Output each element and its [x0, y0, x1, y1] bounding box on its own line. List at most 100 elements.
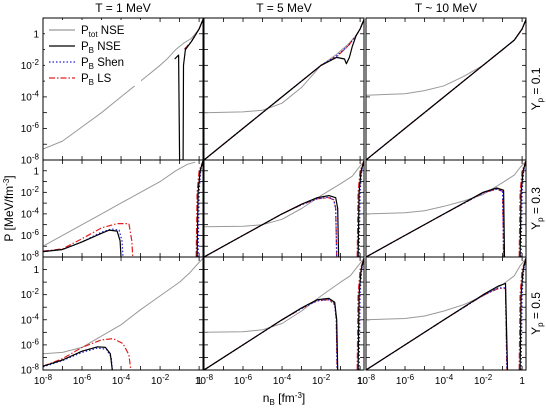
- panel-r0-c1: [203, 17, 365, 161]
- series-line-nse: [519, 160, 526, 257]
- series-line-ls: [204, 19, 364, 160]
- series-line-ptot: [204, 19, 364, 114]
- panel-frame: [203, 256, 365, 371]
- column-title: T = 5 MeV: [256, 1, 311, 15]
- series-line-nse: [43, 229, 122, 257]
- row-title: Yp = 0.1: [529, 67, 545, 110]
- xtick-label: 1: [196, 376, 202, 387]
- series-line-ptot: [366, 160, 526, 215]
- ytick-label: 10-8: [21, 153, 40, 167]
- xtick-label: 10-2: [151, 373, 170, 387]
- series-line-nse: [174, 19, 203, 160]
- legend-label-nse: PB NSE: [81, 41, 121, 55]
- panel-r2-c2: 10-8 10-6 10-4 10-2 1: [357, 256, 527, 387]
- ytick-label: 10-8: [21, 250, 40, 264]
- panel-frame: [365, 256, 527, 371]
- series-line-ptot: [43, 161, 196, 247]
- series-line-ls: [43, 338, 132, 370]
- xtick-label: 10-6: [73, 373, 92, 387]
- series-line-ptot: [204, 257, 364, 333]
- panel-frame: [203, 159, 365, 258]
- panel-frame: [365, 17, 527, 161]
- ytick-label: 1: [33, 265, 39, 276]
- series-line-shen: [43, 228, 124, 257]
- series-line-ls: [204, 299, 338, 370]
- ytick-label: 1: [33, 29, 39, 40]
- ytick-label: 1: [33, 166, 39, 177]
- series-line-ptot: [43, 257, 203, 355]
- series-line-nse: [366, 282, 509, 370]
- ytick-label: 10-2: [21, 58, 40, 72]
- xtick-label: 10-8: [195, 373, 214, 387]
- ytick-label: 10-4: [21, 312, 40, 326]
- xtick-label: 10-4: [273, 373, 292, 387]
- xtick-label: 1: [357, 376, 363, 387]
- series-line-ls: [356, 160, 364, 257]
- series-line-shen: [204, 19, 364, 160]
- series-line-ls: [366, 19, 526, 160]
- row-title: Yp = 0.5: [529, 292, 545, 335]
- series-line-ls: [366, 188, 505, 257]
- legend-label-shen: PB Shen: [81, 57, 124, 71]
- series-line-ptot: [204, 160, 364, 228]
- series-line-nse: [196, 160, 203, 257]
- legend-label-ls: PB LS: [81, 73, 112, 87]
- column-title: T ~ 10 MeV: [415, 1, 477, 15]
- series-line-nse: [204, 19, 364, 160]
- ytick-label: 10-8: [21, 363, 40, 377]
- series-line-shen: [366, 19, 526, 160]
- ytick-label: 10-6: [21, 121, 40, 135]
- series-line-shen: [184, 19, 203, 50]
- panel-r2-c1: 10-8 10-6 10-4 10-2 1: [195, 256, 365, 387]
- series-line-shen: [366, 188, 505, 257]
- ytick-label: 10-6: [21, 337, 40, 351]
- panel-r2-c0: 10-8 10-6 10-4 10-2 1 10-8 10-6 10-4 10-2 1: [21, 256, 204, 387]
- series-line-nse: [366, 187, 506, 257]
- series-line-shen: [366, 287, 508, 370]
- xtick-label: 10-8: [34, 373, 53, 387]
- series-line-ls: [366, 287, 508, 370]
- panel-r0-c2: [365, 17, 527, 161]
- xtick-label: 10-6: [396, 373, 415, 387]
- xtick-label: 1: [519, 376, 525, 387]
- series-line-nse: [204, 297, 339, 370]
- panel-frame: [42, 159, 204, 258]
- panel-frame: [203, 17, 365, 161]
- row-title: Yp = 0.3: [529, 187, 545, 230]
- series-line-nse: [519, 258, 526, 370]
- panel-r1-c2: [365, 159, 527, 258]
- ytick-label: 10-2: [21, 185, 40, 199]
- series-line-ptot: [366, 19, 526, 96]
- series-line-ptot: [366, 257, 526, 321]
- series-line-ls: [518, 160, 526, 257]
- xtick-label: 10-2: [474, 373, 493, 387]
- panel-frame: [42, 256, 204, 371]
- xtick-label: 10-8: [357, 373, 376, 387]
- panel-r1-c1: [203, 159, 365, 258]
- series-line-nse: [366, 19, 526, 160]
- series-line-ls: [195, 160, 203, 257]
- ytick-label: 10-4: [21, 206, 40, 220]
- panel-r1-c0: 10-8 10-6 10-4 10-2 1: [21, 159, 204, 264]
- series-line-ls: [43, 223, 134, 257]
- ytick-label: 10-6: [21, 228, 40, 242]
- x-axis-title: nB [fm-3]: [263, 391, 306, 407]
- ytick-label: 10-2: [21, 287, 40, 301]
- legend: Ptot NSE PB NSE PB Shen PB LS: [45, 20, 141, 87]
- series-line-nse: [357, 160, 364, 257]
- series-line-nse: [204, 195, 340, 257]
- series-line-ls: [204, 197, 338, 257]
- y-axis-title: P [MeV/fm-3]: [2, 175, 16, 241]
- series-line-nse: [357, 258, 364, 370]
- series-line-shen: [204, 299, 338, 370]
- series-line-ls: [184, 19, 203, 50]
- series-line-nse: [43, 346, 113, 370]
- ytick-label: 10-4: [21, 89, 40, 103]
- series-line-ptot: [43, 19, 203, 150]
- series-line-shen: [204, 196, 338, 257]
- legend-label-ptot: Ptot NSE: [81, 25, 125, 39]
- column-title: T = 1 MeV: [95, 1, 150, 15]
- xtick-label: 10-2: [312, 373, 331, 387]
- xtick-label: 10-6: [234, 373, 253, 387]
